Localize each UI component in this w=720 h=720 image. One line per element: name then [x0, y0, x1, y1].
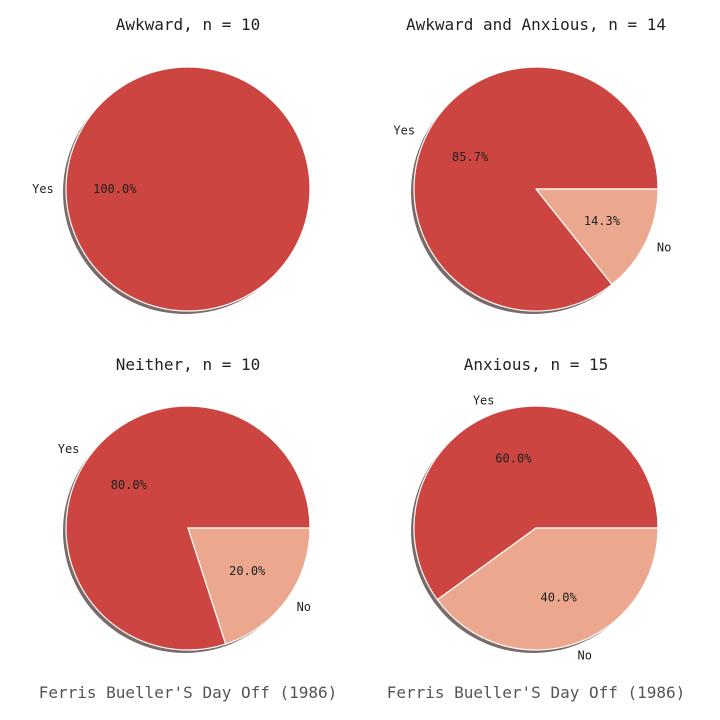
- pie-1: Awkward, n = 10 100.0% Yes: [32, 15, 311, 314]
- pie-4: Anxious, n = 15 60.0% Yes 40.0% No: [411, 355, 659, 663]
- slice-no: [535, 188, 659, 286]
- pct-label-no: 40.0%: [541, 591, 578, 605]
- category-label-no: No: [297, 600, 311, 614]
- pie-title: Anxious, n = 15: [464, 355, 609, 374]
- footer-caption-left: Ferris Bueller'S Day Off (1986): [39, 683, 338, 702]
- category-label-yes: Yes: [58, 442, 80, 456]
- pie-3: Neither, n = 10 80.0% Yes 20.0% No: [58, 355, 311, 653]
- pie-title: Awkward, n = 10: [116, 15, 261, 34]
- pct-label-yes: 100.0%: [93, 182, 137, 196]
- category-label-no: No: [577, 649, 591, 663]
- pie-2: Awkward and Anxious, n = 14 85.7% Yes 14.3%…: [393, 15, 671, 314]
- pct-label-yes: 60.0%: [495, 451, 532, 465]
- pct-label-yes: 85.7%: [452, 150, 489, 164]
- footer-caption-right: Ferris Bueller'S Day Off (1986): [387, 683, 686, 702]
- pct-label-yes: 80.0%: [111, 478, 148, 492]
- pie-title: Awkward and Anxious, n = 14: [406, 15, 666, 34]
- slice-no: [436, 527, 659, 651]
- category-label-yes: Yes: [473, 393, 495, 407]
- pie-title: Neither, n = 10: [116, 355, 261, 374]
- slice-yes: [413, 405, 659, 601]
- pct-label-no: 14.3%: [584, 214, 621, 228]
- slice-yes: [65, 66, 311, 312]
- category-label-yes: Yes: [393, 124, 415, 138]
- pct-label-no: 20.0%: [229, 564, 266, 578]
- category-label-no: No: [657, 240, 671, 254]
- category-label-yes: Yes: [32, 182, 54, 196]
- slice-no: [187, 527, 311, 645]
